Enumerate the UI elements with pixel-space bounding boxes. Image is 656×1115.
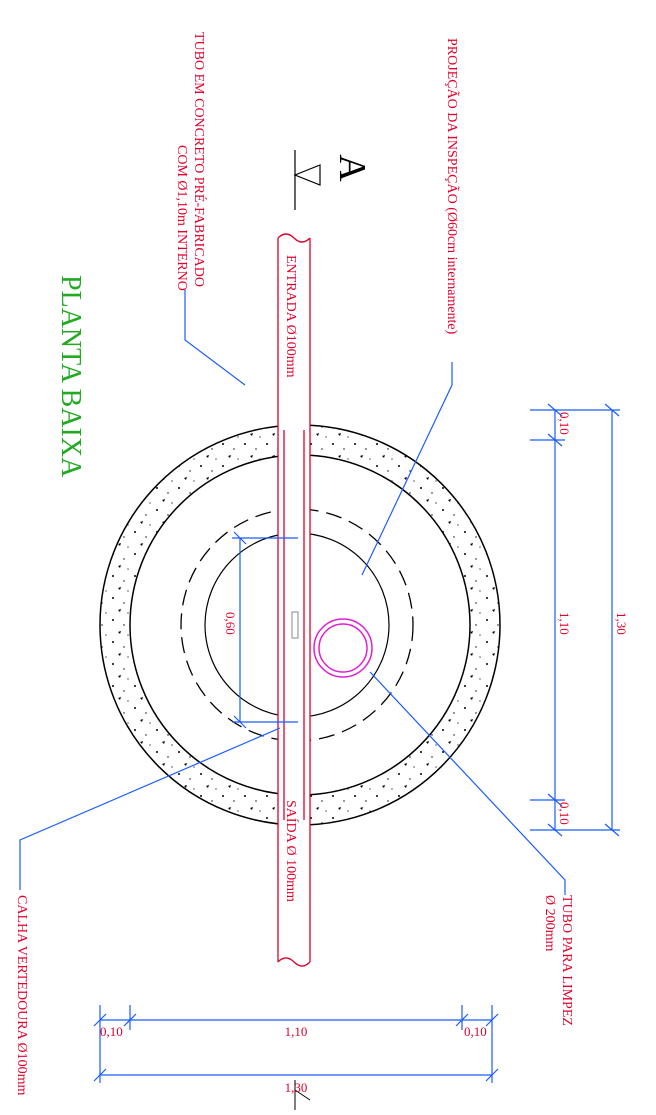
dim-label: 0,10 — [557, 802, 572, 825]
inspection-label: PROJEÇÃO DA INSPEÇÃO (Ø60cm internamente… — [444, 38, 460, 335]
cleaning-pipe — [314, 619, 372, 677]
section-mark: A — [331, 154, 373, 182]
dim-label: 0,10 — [464, 1024, 487, 1039]
dimension-vertical — [530, 404, 620, 836]
gutter-label: CALHA VERTEDOURA Ø100mm — [14, 895, 29, 1095]
dim-label: 0,10 — [557, 412, 572, 435]
section-arrow — [295, 150, 320, 210]
cleaning-label: TUBO PARA LIMPEZ — [559, 895, 574, 1026]
dim-label: 1,30 — [285, 1080, 308, 1095]
cleaning-label: Ø 200mm — [542, 895, 557, 952]
leader — [185, 290, 245, 385]
drawing: A PLANTA BAIXA TUBO EM CONCRETO PRÉ-FABR… — [0, 0, 656, 1115]
outlet-label: SAÍDA Ø 100mm — [283, 800, 300, 902]
tube-label: COM Ø1,10m INTERNO — [174, 145, 189, 291]
dim-label: 0,10 — [100, 1024, 123, 1039]
cleaning-pipe-inner — [319, 624, 367, 672]
dimension-horizontal — [94, 1005, 498, 1083]
title: PLANTA BAIXA — [55, 275, 86, 478]
dim-label: 1,10 — [557, 612, 572, 635]
dim-label: 1,10 — [285, 1024, 308, 1039]
dim-label: 1,30 — [614, 612, 629, 635]
inlet-label: ENTRADA Ø100mm — [283, 255, 298, 378]
dim-label: 0,60 — [223, 612, 238, 635]
tube-label: TUBO EM CONCRETO PRÉ-FABRICADO — [191, 32, 208, 287]
